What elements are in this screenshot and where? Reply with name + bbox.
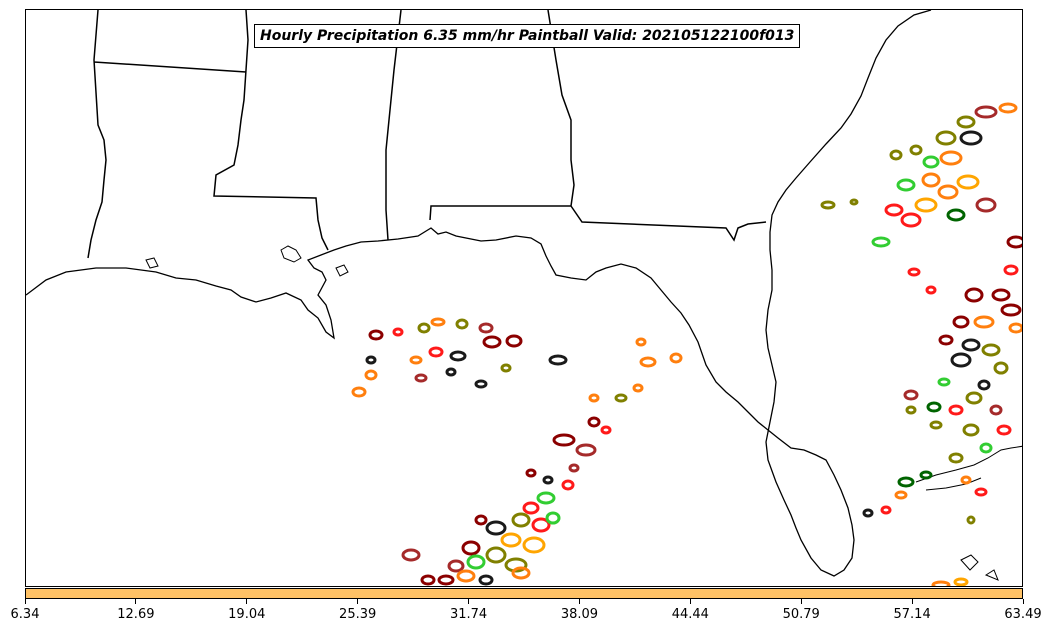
colorbar-tick-mark	[468, 599, 470, 604]
colorbar-tick-label: 57.14	[893, 607, 931, 622]
colorbar-tick-mark	[911, 599, 913, 604]
colorbar-tick-label: 63.49	[1004, 607, 1042, 622]
colorbar-tick-label: 6.34	[10, 607, 40, 622]
colorbar-tick-label: 38.09	[560, 607, 599, 622]
colorbar-tick-label: 50.79	[782, 607, 820, 622]
colorbar-tick-mark	[135, 599, 137, 604]
colorbar-tick-label: 44.44	[671, 607, 709, 622]
colorbar-tick-mark	[357, 599, 359, 604]
colorbar-tick-mark	[800, 599, 802, 604]
bahamas	[960, 554, 999, 581]
coast-islands	[145, 245, 349, 277]
colorbar	[25, 588, 1023, 599]
colorbar-tick-label: 12.69	[117, 607, 155, 622]
coastline	[26, 10, 932, 577]
map-canvas	[26, 10, 1022, 586]
colorbar-ticks: 6.34 12.69 19.04 25.39 31.74 38.09 44.44 50.79 5…	[0, 599, 1053, 629]
colorbar-tick-mark	[24, 599, 26, 604]
state-borders	[87, 10, 767, 259]
colorbar-tick-label: 19.04	[228, 607, 266, 622]
map-title: Hourly Precipitation 6.35 mm/hr Paintbal…	[254, 24, 801, 48]
map-panel: Hourly Precipitation 6.35 mm/hr Paintbal…	[25, 9, 1023, 587]
cuba-coast	[915, 445, 1022, 491]
colorbar-tick-mark	[578, 599, 580, 604]
colorbar-tick-mark	[1022, 599, 1024, 604]
colorbar-tick-label: 31.74	[449, 607, 488, 622]
colorbar-tick-mark	[246, 599, 248, 604]
colorbar-tick-mark	[689, 599, 691, 604]
colorbar-tick-label: 25.39	[339, 607, 377, 622]
precip-paintballs	[351, 102, 1022, 586]
